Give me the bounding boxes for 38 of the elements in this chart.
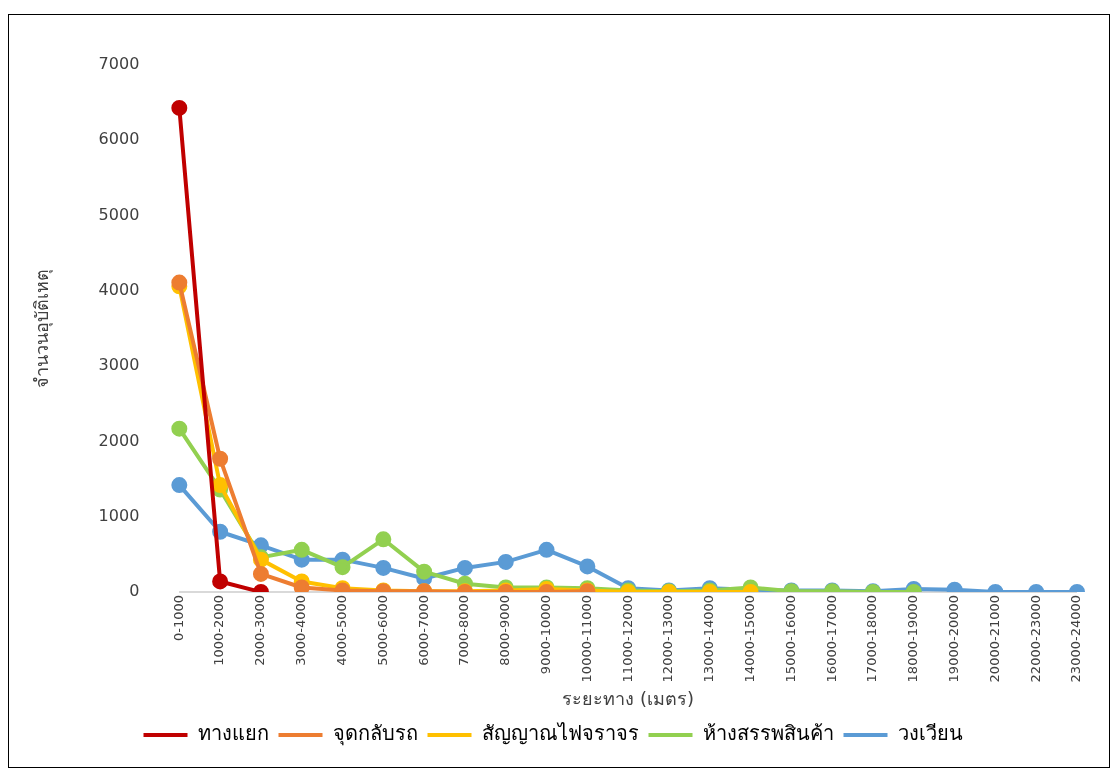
- x-tick-label: 22000-23000: [1027, 595, 1043, 683]
- x-tick-label: 7000-8000: [456, 595, 472, 666]
- x-tick-label: 16000-17000: [823, 595, 839, 683]
- legend-label: ทางแยก: [197, 721, 269, 746]
- x-axis-title: ระยะทาง (เมตร): [562, 687, 695, 709]
- x-tick-label: 18000-19000: [905, 595, 921, 683]
- y-tick-label: 4000: [98, 280, 140, 300]
- x-tick-label: 8000-9000: [497, 595, 513, 666]
- y-tick-label: 2000: [98, 430, 140, 450]
- x-tick-label: 2000-3000: [252, 595, 268, 666]
- x-tick-label: 17000-18000: [864, 595, 880, 683]
- y-axis-title: จำนวนอุบัติเหตุ: [31, 269, 54, 388]
- x-tick-label: 20000-21000: [986, 595, 1002, 683]
- legend-label: จุดกลับรถ: [332, 721, 418, 747]
- x-tick-label: 4000-5000: [333, 595, 349, 666]
- x-tick-label: 12000-13000: [660, 595, 676, 683]
- x-tick-label: 5000-6000: [374, 595, 390, 666]
- x-tick-label: 10000-11000: [578, 595, 594, 683]
- y-tick-label: 1000: [98, 505, 140, 525]
- x-tick-label: 15000-16000: [782, 595, 798, 683]
- x-tick-label: 1000-2000: [211, 595, 227, 666]
- y-tick-label: 6000: [98, 129, 140, 149]
- x-tick-label: 14000-15000: [741, 595, 757, 683]
- x-tick-label: 6000-7000: [415, 595, 431, 666]
- y-tick-label: 7000: [98, 54, 140, 74]
- x-tick-label: 13000-14000: [701, 595, 717, 683]
- x-tick-label: 19000-20000: [945, 595, 961, 683]
- x-tick-label: 0-1000: [170, 595, 186, 642]
- x-tick-label: 11000-12000: [619, 595, 635, 683]
- x-tick-label: 3000-4000: [293, 595, 309, 666]
- y-tick-label: 0: [129, 581, 140, 601]
- legend-label: สัญญาณไฟจราจร: [481, 721, 639, 746]
- y-tick-label: 5000: [98, 204, 140, 224]
- legend-label: ห้างสรรพสินค้า: [702, 721, 834, 746]
- legend-label: วงเวียน: [897, 721, 963, 746]
- y-tick-label: 3000: [98, 355, 140, 375]
- x-tick-label: 9000-10000: [537, 595, 553, 675]
- x-tick-label: 23000-24000: [1068, 595, 1084, 683]
